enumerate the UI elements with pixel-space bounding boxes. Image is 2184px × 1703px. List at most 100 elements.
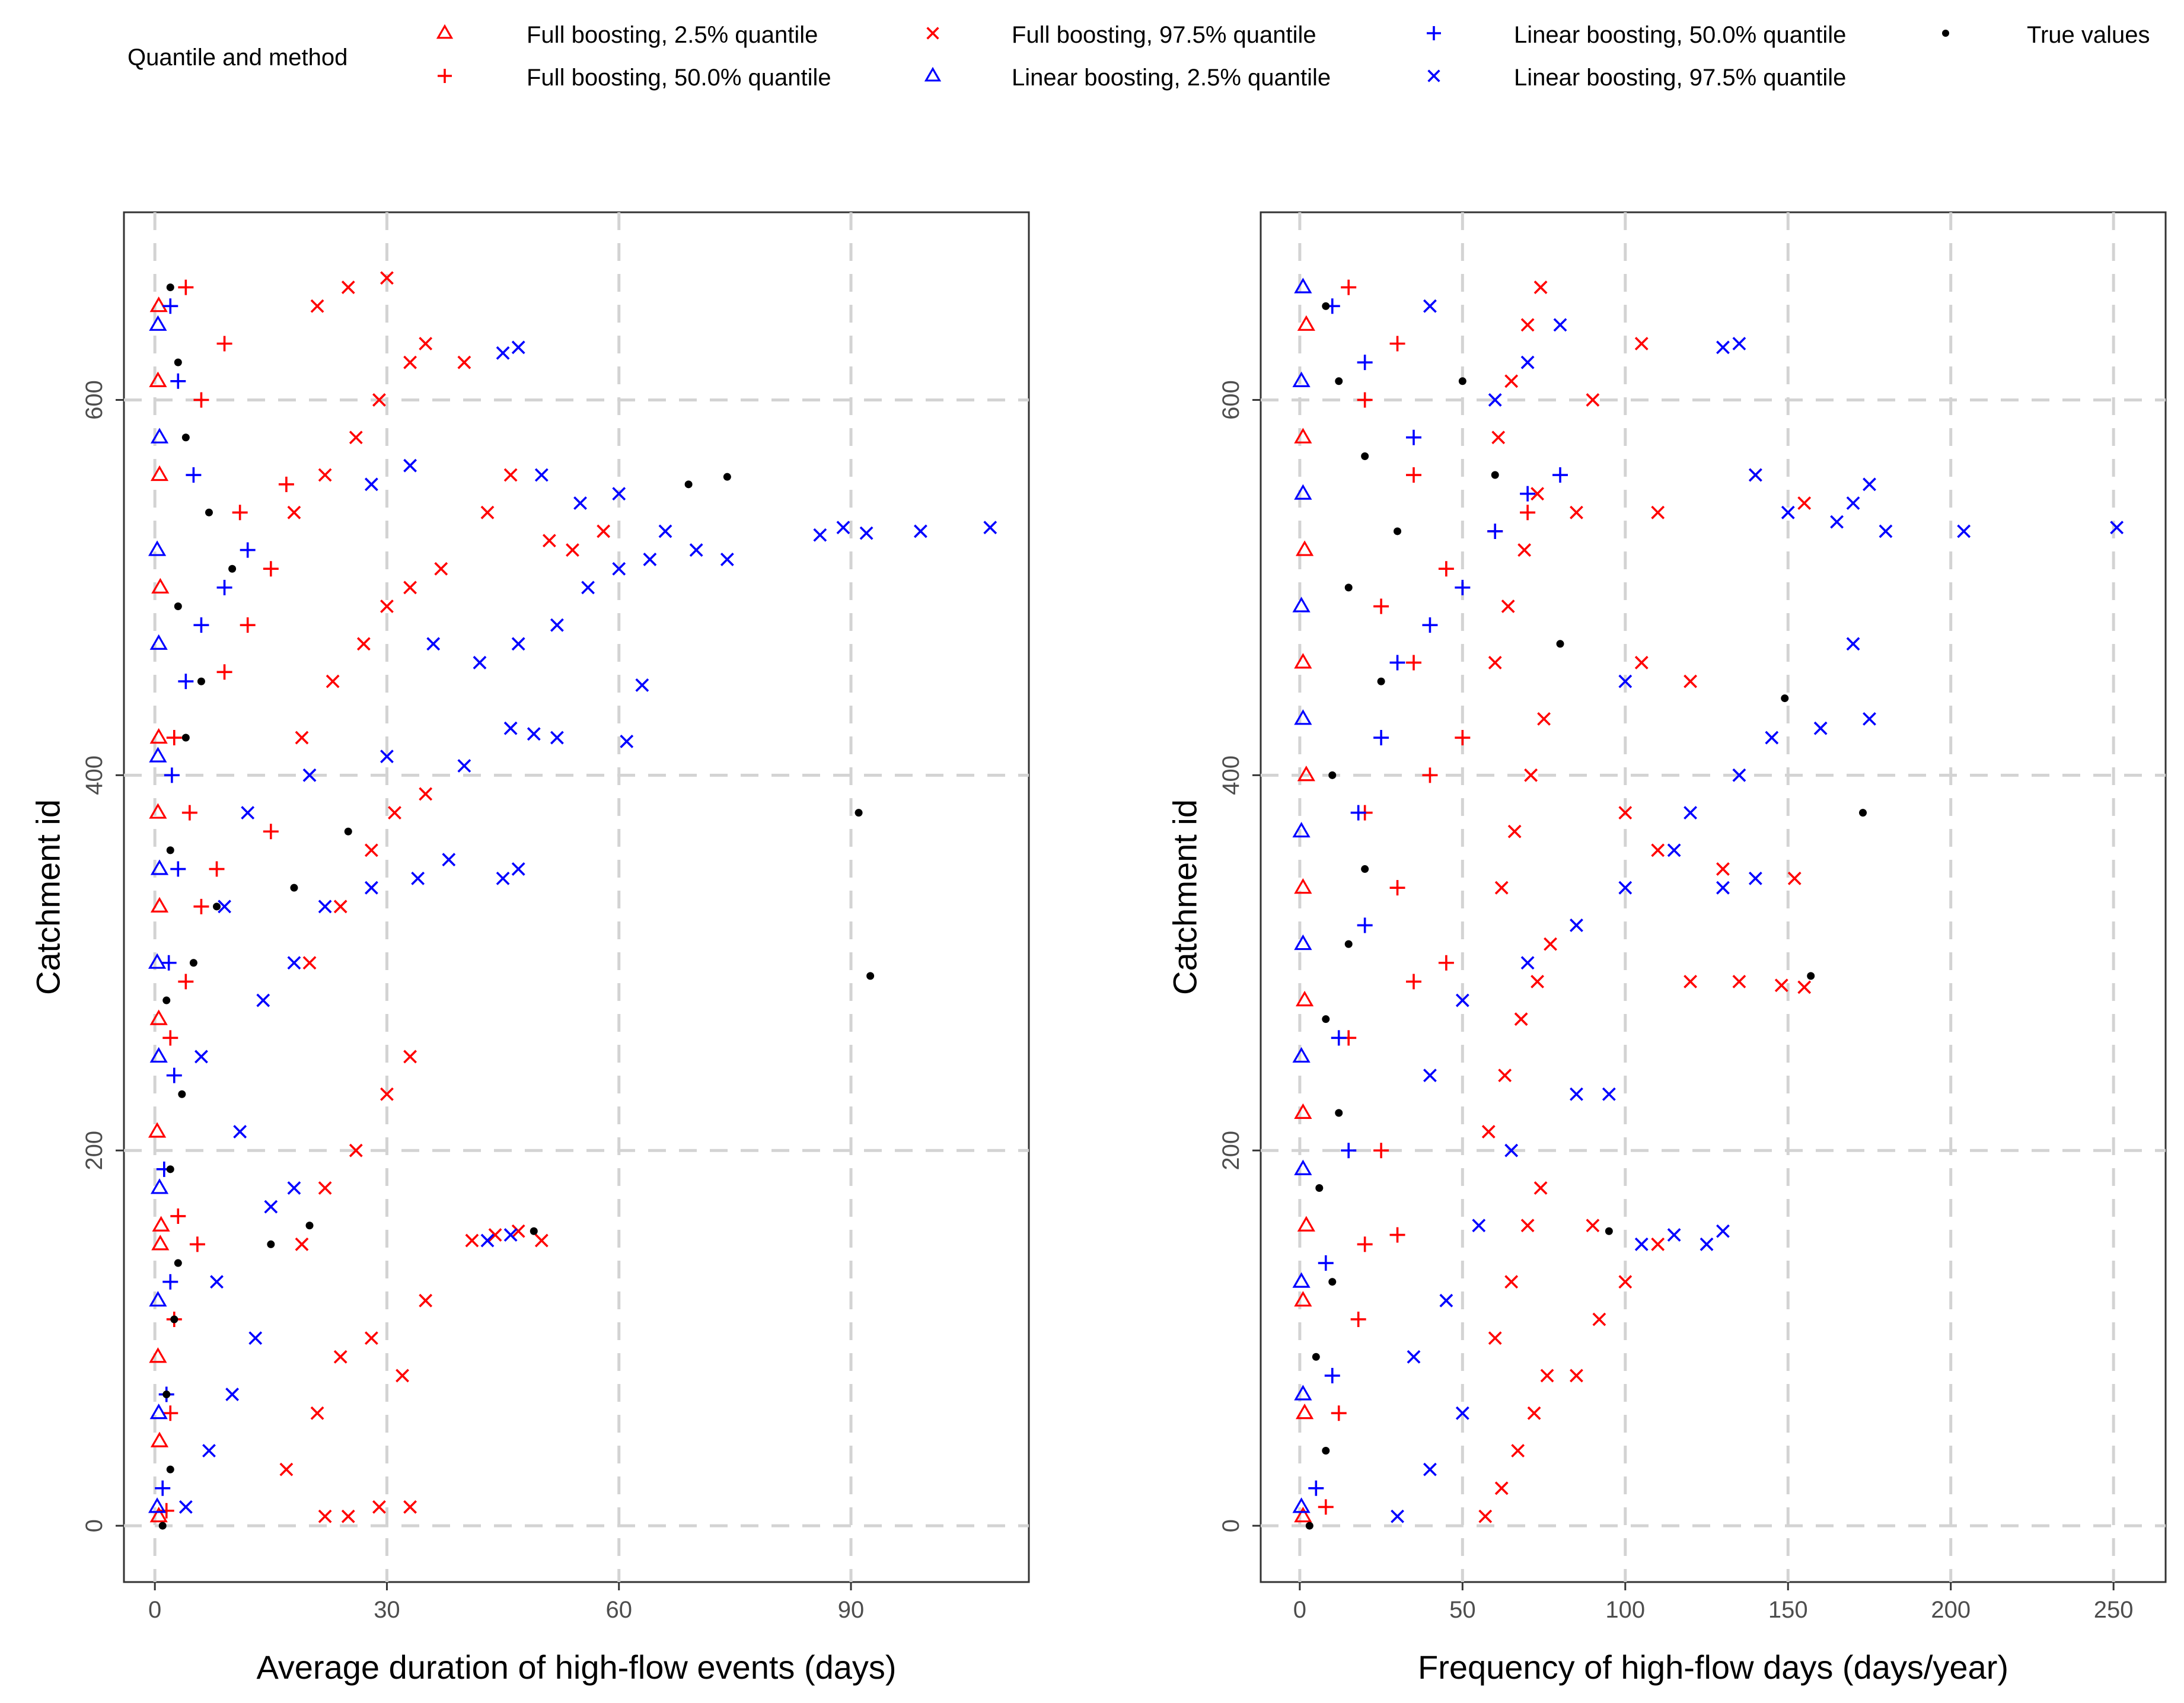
point-linear-boosting-97-5-quantile-3 (1407, 1350, 1421, 1364)
point-linear-boosting-97-5-quantile-16 (1732, 768, 1746, 782)
point-full-boosting-97-5-quantile-12 (1531, 974, 1544, 988)
point-full-boosting-2-5-quantile-11 (150, 465, 169, 481)
point-full-boosting-97-5-quantile-32 (380, 271, 394, 285)
point-linear-boosting-97-5-quantile-41 (1732, 337, 1746, 350)
point-linear-boosting-50-0-quantile-10 (216, 579, 232, 595)
point-linear-boosting-2-5-quantile-7 (1294, 709, 1312, 725)
point-linear-boosting-97-5-quantile-31 (689, 543, 703, 557)
point-linear-boosting-2-5-quantile-10 (150, 428, 169, 444)
point-true-values-21 (1491, 471, 1499, 479)
point-full-boosting-50-0-quantile-12 (216, 664, 232, 680)
point-full-boosting-50-0-quantile-9 (181, 805, 197, 821)
point-linear-boosting-97-5-quantile-6 (287, 1181, 301, 1195)
point-linear-boosting-97-5-quantile-7 (233, 1125, 247, 1138)
point-true-values-0 (158, 1522, 167, 1530)
y-tick-label-0: 0 (81, 1519, 107, 1532)
point-linear-boosting-97-5-quantile-16 (496, 871, 510, 885)
point-full-boosting-97-5-quantile-36 (1651, 843, 1665, 857)
point-linear-boosting-50-0-quantile-12 (186, 467, 202, 483)
panel-duration-y-ticks: 0 200 400 600 (81, 380, 124, 1532)
point-linear-boosting-97-5-quantile-17 (1765, 731, 1779, 745)
point-full-boosting-97-5-quantile-10 (1498, 1069, 1512, 1083)
point-full-boosting-97-5-quantile-15 (1507, 824, 1522, 838)
point-linear-boosting-97-5-quantile-6 (1504, 1143, 1519, 1157)
point-full-boosting-2-5-quantile-5 (1295, 990, 1314, 1007)
point-full-boosting-97-5-quantile-42 (597, 524, 611, 538)
point-full-boosting-50-0-quantile-6 (178, 974, 194, 990)
point-linear-boosting-97-5-quantile-32 (720, 552, 734, 566)
point-full-boosting-97-5-quantile-22 (356, 637, 371, 651)
point-full-boosting-97-5-quantile-43 (457, 355, 471, 369)
point-true-values-4 (1315, 1184, 1324, 1192)
point-linear-boosting-97-5-quantile-31 (1879, 524, 1893, 538)
point-linear-boosting-97-5-quantile-19 (302, 768, 317, 782)
point-full-boosting-97-5-quantile-35 (1618, 806, 1633, 820)
legend-label-full-boosting-2-5-quantile: Full boosting, 2.5% quantile (527, 22, 818, 48)
point-full-boosting-50-0-quantile-3 (1357, 1236, 1373, 1252)
point-full-boosting-97-5-quantile-24 (1520, 318, 1535, 332)
legend-key-true-values (1942, 30, 1949, 37)
point-full-boosting-97-5-quantile-13 (1544, 937, 1557, 951)
y-tick-label-600: 600 (81, 380, 107, 420)
point-full-boosting-50-0-quantile-3 (189, 1236, 205, 1252)
point-linear-boosting-97-5-quantile-39 (859, 526, 873, 540)
point-full-boosting-97-5-quantile-13 (380, 1087, 394, 1101)
point-linear-boosting-2-5-quantile-10 (1292, 371, 1311, 387)
point-linear-boosting-97-5-quantile-30 (1830, 515, 1844, 529)
point-full-boosting-97-5-quantile-40 (542, 534, 556, 548)
point-linear-boosting-97-5-quantile-36 (534, 468, 549, 482)
point-linear-boosting-97-5-quantile-48 (496, 346, 510, 360)
point-full-boosting-97-5-quantile-19 (419, 787, 433, 801)
point-linear-boosting-50-0-quantile-8 (178, 674, 194, 690)
point-linear-boosting-2-5-quantile-5 (1294, 934, 1312, 951)
x-tick-label-30: 30 (374, 1597, 400, 1623)
point-true-values-10 (166, 846, 174, 854)
panel-frequency-x-axis-title: Frequency of high-flow days (days/year) (1418, 1648, 2008, 1686)
point-full-boosting-50-0-quantile-9 (1389, 880, 1405, 896)
point-true-values-2 (162, 1391, 171, 1399)
point-full-boosting-97-5-quantile-25 (1533, 280, 1548, 294)
point-linear-boosting-97-5-quantile-4 (1439, 1293, 1453, 1307)
point-true-values-11 (181, 733, 190, 742)
series-full-boosting-97-5-quantile (279, 271, 611, 1523)
point-linear-boosting-2-5-quantile-2 (1292, 1272, 1311, 1288)
point-full-boosting-97-5-quantile-28 (372, 393, 386, 407)
point-full-boosting-97-5-quantile-33 (465, 1233, 479, 1248)
point-full-boosting-50-0-quantile-14 (263, 561, 279, 577)
point-linear-boosting-97-5-quantile-18 (241, 806, 255, 820)
point-linear-boosting-97-5-quantile-38 (836, 521, 850, 535)
point-linear-boosting-97-5-quantile-11 (218, 900, 231, 914)
point-full-boosting-2-5-quantile-2 (149, 1347, 167, 1363)
point-true-values-13 (1361, 452, 1369, 460)
point-linear-boosting-50-0-quantile-14 (162, 298, 178, 314)
point-linear-boosting-97-5-quantile-26 (1700, 1237, 1714, 1251)
point-full-boosting-50-0-quantile-0 (1318, 1499, 1334, 1515)
point-full-boosting-97-5-quantile-34 (488, 1228, 502, 1242)
series-true-values (158, 283, 875, 1530)
point-full-boosting-97-5-quantile-1 (1494, 1481, 1509, 1495)
point-full-boosting-50-0-quantile-8 (209, 861, 225, 877)
point-full-boosting-2-5-quantile-1 (150, 1431, 169, 1447)
point-linear-boosting-97-5-quantile-50 (364, 477, 378, 492)
point-true-values-7 (1344, 940, 1353, 948)
point-true-values-20 (1556, 640, 1564, 648)
point-full-boosting-50-0-quantile-7 (193, 898, 209, 914)
point-full-boosting-2-5-quantile-7 (1297, 766, 1315, 782)
point-full-boosting-97-5-quantile-22 (1491, 430, 1506, 445)
point-full-boosting-2-5-quantile-3 (1297, 1216, 1315, 1232)
point-linear-boosting-50-0-quantile-9 (1422, 617, 1438, 633)
point-full-boosting-97-5-quantile-27 (1592, 1312, 1606, 1326)
point-true-values-16 (1605, 1227, 1613, 1235)
point-linear-boosting-2-5-quantile-3 (150, 1178, 169, 1194)
point-linear-boosting-50-0-quantile-6 (170, 861, 186, 877)
point-linear-boosting-97-5-quantile-10 (287, 956, 301, 970)
point-full-boosting-2-5-quantile-5 (148, 1122, 167, 1138)
panel-duration: 0 30 60 90 0 200 400 600 Average duration of h… (30, 211, 1030, 1686)
series-linear-boosting-97-5-quantile (178, 340, 997, 1514)
legend-label-linear-boosting-50-0-quantile: Linear boosting, 50.0% quantile (1514, 22, 1846, 48)
point-linear-boosting-50-0-quantile-9 (193, 617, 209, 633)
point-true-values-19 (267, 1240, 275, 1248)
point-full-boosting-97-5-quantile-7 (364, 1331, 378, 1345)
point-linear-boosting-2-5-quantile-6 (1292, 822, 1311, 838)
point-linear-boosting-97-5-quantile-40 (913, 524, 927, 538)
